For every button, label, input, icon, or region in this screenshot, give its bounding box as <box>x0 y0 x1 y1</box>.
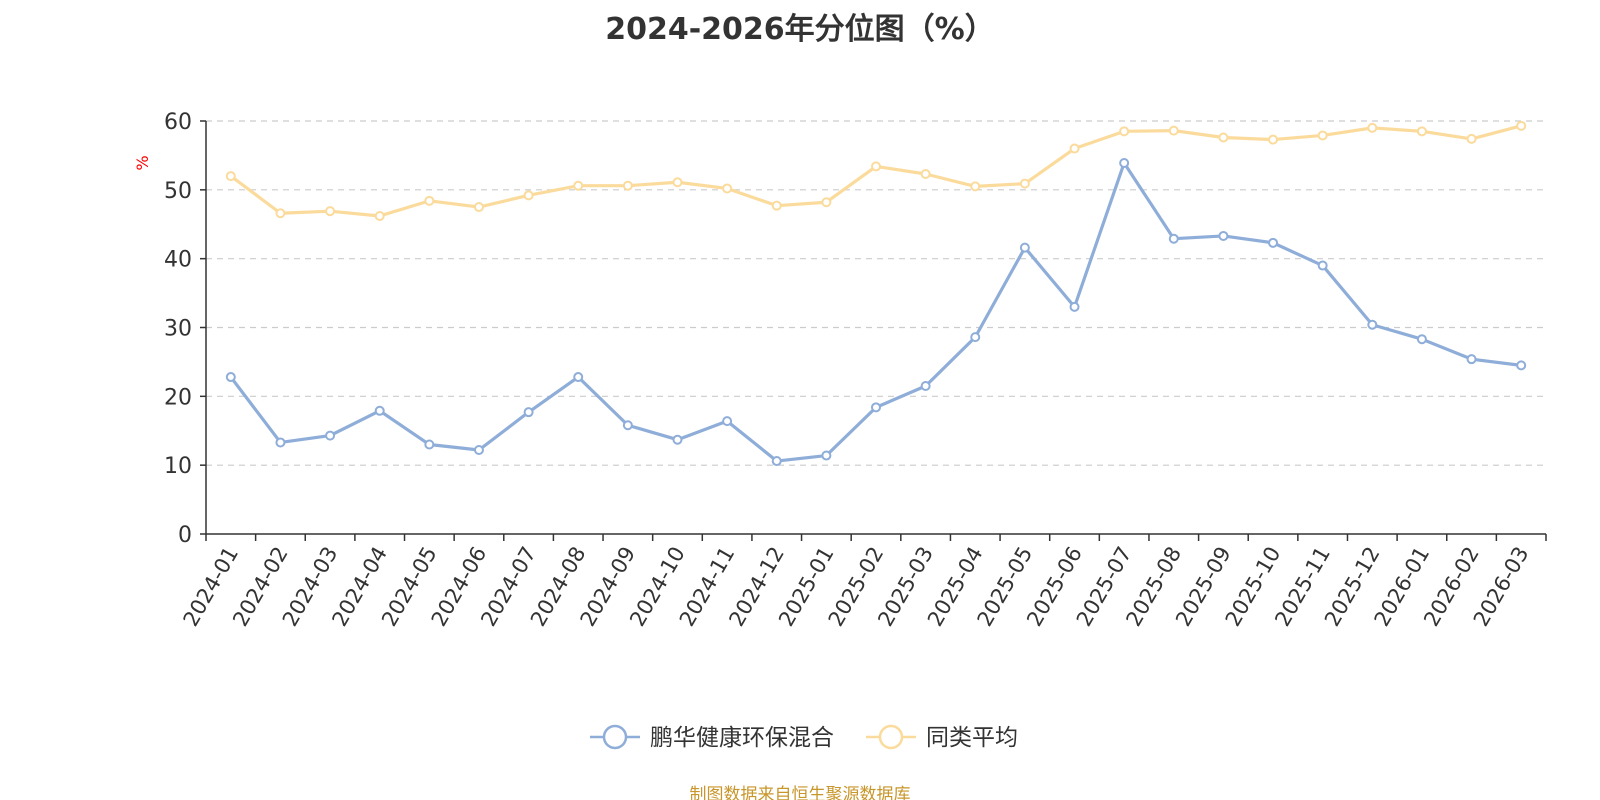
y-tick-label-20: 20 <box>164 385 192 410</box>
series-0-point-2024-08[interactable] <box>573 372 584 383</box>
series-0-point-2024-07[interactable] <box>523 407 534 418</box>
series-1-point-2024-02[interactable] <box>275 208 286 219</box>
series-1-point-2024-06[interactable] <box>473 202 484 213</box>
series-line-0 <box>229 161 1522 463</box>
series-1-point-2024-03[interactable] <box>325 206 336 217</box>
series-1-point-2025-05[interactable] <box>1019 178 1030 189</box>
series-0-point-2024-09[interactable] <box>622 420 633 431</box>
series-0-point-2025-02[interactable] <box>871 402 881 413</box>
legend-marker-0 <box>602 724 628 750</box>
series-0-point-2025-06[interactable] <box>1069 301 1080 312</box>
series-1-point-2025-11[interactable] <box>1317 130 1328 141</box>
legend-item-0[interactable]: 鹏华健康环保混合 <box>590 724 834 751</box>
y-tick-label-50: 50 <box>164 179 192 204</box>
series-1-point-2025-12[interactable] <box>1367 122 1378 133</box>
series-0-point-2025-05[interactable] <box>1019 242 1030 253</box>
series-1-point-2026-01[interactable] <box>1416 126 1427 137</box>
series-1-point-2026-03[interactable] <box>1516 120 1527 131</box>
series-0-point-2026-03[interactable] <box>1516 360 1527 371</box>
series-1-point-2024-01[interactable] <box>225 171 236 182</box>
y-tick-label-0: 0 <box>178 523 192 548</box>
legend-label-0: 鹏华健康环保混合 <box>650 725 834 751</box>
series-0-point-2025-10[interactable] <box>1268 237 1279 248</box>
series-0-point-2024-04[interactable] <box>374 405 385 416</box>
y-tick-label-30: 30 <box>164 317 192 342</box>
series-1-point-2025-07[interactable] <box>1119 126 1130 137</box>
source-note: 制图数据来自恒生聚源数据库 <box>689 785 911 800</box>
legend-marker-1 <box>878 724 904 750</box>
series-1-point-2024-10[interactable] <box>672 177 683 188</box>
series-1-point-2025-02[interactable] <box>871 161 881 172</box>
legend-item-1[interactable]: 同类平均 <box>866 724 1018 751</box>
series-1-point-2025-03[interactable] <box>920 169 931 180</box>
series-0-point-2024-10[interactable] <box>672 434 683 445</box>
series-1-point-2026-02[interactable] <box>1466 133 1477 144</box>
series-0-point-2024-06[interactable] <box>473 445 484 456</box>
y-tick-label-10: 10 <box>164 454 192 479</box>
series-1-point-2025-09[interactable] <box>1218 132 1229 143</box>
series-1-point-2025-08[interactable] <box>1168 125 1179 136</box>
series-layer <box>225 120 1527 467</box>
series-0-point-2025-12[interactable] <box>1367 319 1378 330</box>
y-tick-label-40: 40 <box>164 248 192 273</box>
series-1-point-2025-01[interactable] <box>821 197 832 208</box>
series-0-point-2025-07[interactable] <box>1119 157 1130 168</box>
series-0-point-2026-01[interactable] <box>1416 334 1427 345</box>
legend[interactable]: 鹏华健康环保混合 同类平均 <box>590 724 1018 751</box>
series-1-point-2024-12[interactable] <box>771 200 782 211</box>
series-0-point-2025-08[interactable] <box>1168 233 1179 244</box>
series-0-point-2025-01[interactable] <box>821 450 832 461</box>
series-1-point-2024-11[interactable] <box>722 183 733 194</box>
grid-layer <box>206 120 1546 466</box>
series-0-point-2025-03[interactable] <box>920 381 931 392</box>
series-1-point-2025-04[interactable] <box>970 181 981 192</box>
series-0-point-2024-03[interactable] <box>325 430 336 441</box>
series-1-point-2024-09[interactable] <box>622 180 633 191</box>
series-1-point-2024-08[interactable] <box>573 180 584 191</box>
series-0-point-2025-04[interactable] <box>970 332 981 343</box>
series-0-point-2024-11[interactable] <box>722 416 733 427</box>
series-0-point-2024-12[interactable] <box>771 456 782 467</box>
y-axis-label: % <box>133 155 152 170</box>
series-0-point-2025-11[interactable] <box>1317 260 1328 271</box>
series-0-point-2024-05[interactable] <box>424 439 435 450</box>
series-0-point-2025-09[interactable] <box>1218 230 1229 241</box>
series-1-point-2024-07[interactable] <box>523 190 534 201</box>
series-0-point-2026-02[interactable] <box>1466 354 1477 365</box>
series-1-point-2025-06[interactable] <box>1069 143 1080 154</box>
axis-layer: 0102030405060%2024-012024-022024-032024-… <box>133 110 1547 630</box>
series-0-point-2024-01[interactable] <box>225 372 236 383</box>
y-tick-label-60: 60 <box>164 110 192 135</box>
series-1-point-2025-10[interactable] <box>1268 134 1279 145</box>
chart-title: 2024-2026年分位图（%） <box>605 12 995 47</box>
series-1-point-2024-05[interactable] <box>424 195 435 206</box>
series-0-point-2024-02[interactable] <box>275 437 286 448</box>
legend-label-1: 同类平均 <box>926 725 1018 751</box>
series-1-point-2024-04[interactable] <box>374 210 385 221</box>
